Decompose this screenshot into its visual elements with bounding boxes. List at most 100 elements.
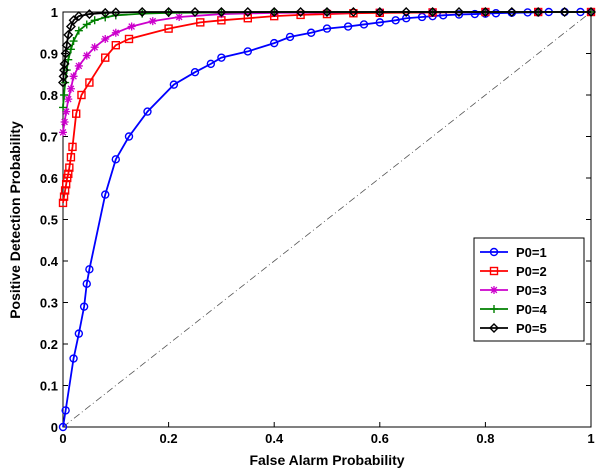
x-tick-label: 0.8 [476,431,494,446]
data-point-star [101,34,110,43]
legend-label: P0=2 [516,264,547,279]
data-point-square [196,18,205,27]
x-tick-label: 0.2 [160,431,178,446]
data-point-circle [82,279,91,289]
data-point-star [175,12,184,21]
data-point-circle [101,190,110,199]
data-point-square [85,78,94,87]
y-tick-label: 0.6 [40,171,58,186]
data-point-square [65,163,74,172]
data-point-circle [79,302,89,311]
data-point-circle [417,12,427,22]
data-point-star [82,51,91,60]
data-point-diamond [190,7,200,17]
data-point-diamond [137,7,148,17]
data-point-square [68,142,77,152]
data-point-circle [58,422,68,432]
data-point-diamond [63,29,74,40]
data-point-diamond [295,7,306,17]
x-axis-label: False Alarm Probability [249,452,404,468]
data-point-diamond [58,77,68,88]
data-point-diamond [242,7,253,17]
legend-label: P0=4 [516,302,547,317]
legend-label: P0=5 [516,321,547,336]
data-point-diamond [58,71,69,82]
data-point-star [64,95,73,104]
data-point-circle [343,22,353,31]
data-point-circle [61,406,70,415]
data-point-circle [491,9,501,18]
series-line [62,11,591,204]
data-point-square [66,153,76,162]
data-point-plus [74,26,83,35]
data-point-star [66,84,75,93]
y-tick-label: 1 [51,5,58,20]
y-tick-label: 0.5 [40,213,58,228]
data-point-diamond [84,9,95,20]
legend: P0=1 P0=2 P0=3 P0=4 P0=5 [473,237,585,342]
data-point-diamond [489,323,499,333]
data-point-circle [143,107,152,116]
data-point-diamond [559,7,570,17]
y-tick-label: 0 [51,420,58,435]
data-point-star [60,117,69,126]
legend-entry: P0=5 [480,321,547,336]
plot-area [62,11,592,428]
data-point-diamond [454,7,464,17]
data-point-diamond [59,65,70,76]
data-point-diamond [480,7,491,17]
data-point-diamond [61,40,72,51]
legend-label: P0=1 [516,245,547,260]
series-line [62,11,591,428]
x-tick-label: 0.4 [265,431,284,446]
data-point-circle [169,80,179,89]
data-point-square [164,24,173,33]
data-point-plus [90,16,99,25]
data-point-diamond [73,11,84,22]
data-point-circle [270,38,279,48]
data-point-diamond [100,7,111,18]
data-point-diamond [586,7,596,17]
data-point-circle [402,14,411,23]
data-point-diamond [401,7,412,17]
legend-label: P0=3 [516,283,547,298]
data-point-star [490,286,498,294]
y-tick-label: 0.9 [40,47,58,62]
data-point-diamond [533,7,544,17]
y-tick-label: 0.8 [40,88,58,103]
data-point-square [243,14,253,23]
y-tick-label: 0.4 [40,254,59,269]
data-point-plus [82,20,91,29]
data-point-circle [489,247,499,257]
data-point-diamond [60,48,71,59]
y-tick-label: 0.3 [40,296,58,311]
data-point-star [62,107,71,116]
data-point-square [77,90,86,100]
y-axis-label: Positive Detection Probability [7,121,23,319]
data-point-diamond [348,7,359,17]
data-point-plus [69,37,78,46]
legend-entry: P0=3 [480,283,547,298]
x-tick-label: 0.6 [371,431,389,446]
y-tick-label: 0.2 [40,337,58,352]
legend-entry: P0=4 [480,302,547,317]
data-point-circle [111,155,121,164]
data-point-diamond [110,7,121,18]
series-P0=5 [58,7,596,88]
data-point-star [74,61,83,70]
data-point-circle [454,10,464,19]
data-point-diamond [374,7,385,17]
legend-entry: P0=2 [480,264,547,279]
data-point-diamond [427,7,438,17]
data-point-circle [359,20,369,29]
series-layer [58,7,596,432]
data-point-diamond [216,7,227,17]
data-point-circle [124,132,134,141]
data-point-square [60,186,70,195]
data-point-square [489,266,499,276]
data-point-square [58,198,68,208]
data-point-star [59,128,67,137]
data-point-diamond [506,7,517,17]
data-point-circle [285,32,295,42]
